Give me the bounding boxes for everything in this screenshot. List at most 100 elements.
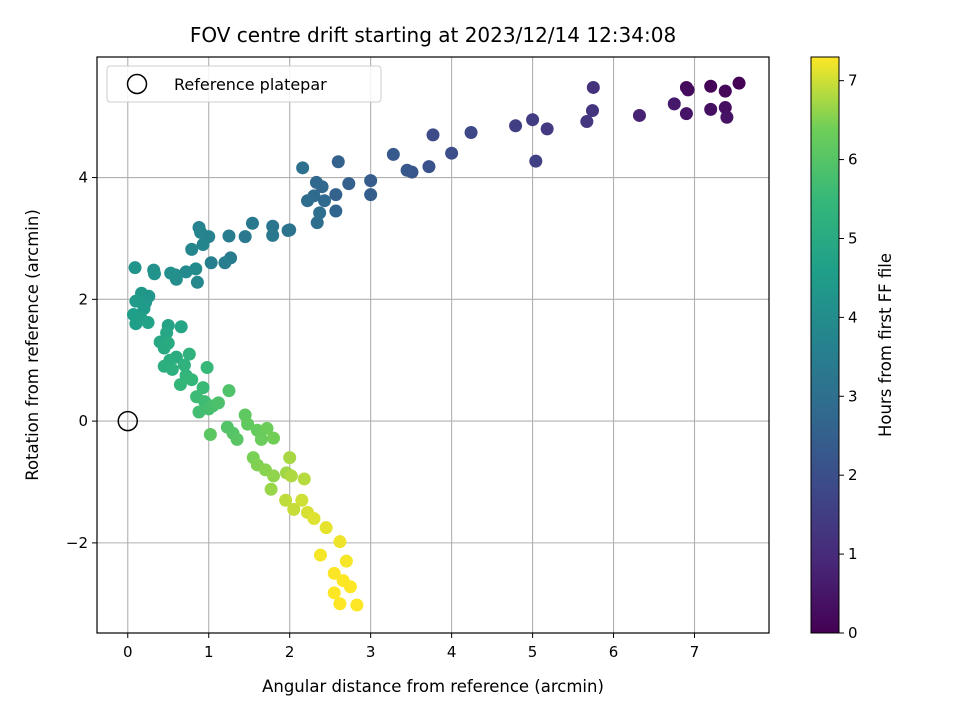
scatter-point (161, 336, 175, 350)
colorbar-gradient (810, 56, 840, 634)
scatter-point (310, 216, 324, 230)
scatter-point (681, 83, 695, 97)
scatter-point (343, 580, 357, 594)
colorbar-tick-label: 6 (848, 151, 858, 169)
scatter-point (264, 482, 278, 496)
scatter-point (704, 79, 718, 93)
scatter-point (364, 174, 378, 188)
x-tick-label: 6 (609, 643, 619, 661)
scatter-point (329, 204, 343, 218)
scatter-point (667, 97, 681, 111)
scatter-point (267, 469, 281, 483)
x-tick-label: 3 (366, 643, 376, 661)
y-axis-ticks: −2 0 2 4 (66, 169, 97, 552)
scatter-point (218, 256, 232, 270)
scatter-point (279, 493, 293, 507)
x-axis-ticks: 0 1 2 3 4 5 6 7 (123, 633, 699, 661)
scatter-point (222, 384, 236, 398)
scatter-point (333, 535, 347, 549)
scatter-point (509, 119, 523, 133)
scatter-point (307, 512, 321, 526)
scatter-point (339, 554, 353, 568)
colorbar-ticks: 0 1 2 3 4 5 6 7 (839, 72, 858, 642)
colorbar-tick-label: 3 (848, 387, 858, 405)
legend-label-reference: Reference platepar (174, 75, 327, 94)
colorbar-tick-label: 7 (848, 72, 858, 90)
scatter-point (704, 102, 718, 116)
scatter-point (165, 362, 179, 376)
scatter-point (185, 373, 199, 387)
scatter-point (580, 115, 594, 129)
scatter-point (222, 229, 236, 243)
scatter-point (679, 107, 693, 121)
grid (97, 57, 769, 633)
scatter-point (318, 194, 332, 208)
scatter-point (400, 163, 414, 177)
scatter-point (284, 469, 298, 483)
scatter-point (267, 431, 281, 445)
scatter-points (126, 76, 746, 612)
y-axis-label: Rotation from reference (arcmin) (23, 209, 42, 481)
scatter-point (287, 502, 301, 516)
scatter-point (296, 161, 310, 175)
scatter-point (174, 320, 188, 334)
scatter-point (331, 155, 345, 169)
scatter-point (177, 358, 191, 372)
scatter-point (585, 104, 599, 118)
scatter-point (238, 230, 252, 244)
scatter-point (718, 101, 732, 115)
scatter-point (128, 261, 142, 275)
scatter-point (464, 126, 478, 140)
chart-title: FOV centre drift starting at 2023/12/14 … (190, 23, 676, 47)
scatter-point (309, 175, 323, 189)
scatter-point (173, 378, 187, 392)
scatter-point (281, 224, 295, 238)
scatter-point (540, 122, 554, 136)
scatter-point (185, 242, 199, 256)
legend-marker-reference (126, 73, 148, 95)
colorbar-tick-label: 0 (848, 624, 858, 642)
scatter-point (313, 206, 327, 220)
scatter-point (445, 146, 459, 160)
scatter-point (196, 238, 210, 252)
y-tick-label: 0 (78, 412, 88, 430)
x-tick-label: 1 (204, 643, 214, 661)
y-tick-label: 4 (78, 169, 88, 187)
scatter-point (718, 84, 732, 98)
scatter-point (422, 160, 436, 174)
scatter-point (211, 396, 225, 410)
scatter-point (529, 154, 543, 168)
plot-frame (96, 56, 770, 634)
scatter-point (194, 225, 208, 239)
scatter-point (327, 566, 341, 580)
scatter-point (386, 147, 400, 161)
scatter-point (141, 315, 155, 329)
x-axis-label: Angular distance from reference (arcmin) (262, 677, 604, 696)
scatter-point (632, 108, 646, 122)
scatter-point (350, 598, 364, 612)
reference-point-marker (117, 410, 139, 432)
scatter-point (283, 451, 297, 465)
colorbar-label: Hours from first FF file (876, 253, 895, 437)
colorbar-tick-label: 1 (848, 545, 858, 563)
scatter-point (333, 597, 347, 611)
scatter-point (342, 177, 356, 191)
x-tick-label: 5 (528, 643, 538, 661)
scatter-point (586, 80, 600, 94)
scatter-point (190, 275, 204, 289)
scatter-point (364, 188, 378, 202)
scatter-point (720, 110, 734, 124)
scatter-point (245, 216, 259, 230)
x-tick-label: 2 (285, 643, 295, 661)
y-tick-label: 2 (78, 290, 88, 308)
x-tick-label: 4 (447, 643, 457, 661)
scatter-point (426, 128, 440, 142)
scatter-point (260, 421, 274, 435)
scatter-point (301, 194, 315, 208)
scatter-point (254, 432, 268, 446)
scatter-point (319, 521, 333, 535)
scatter-point (327, 586, 341, 600)
scatter-point (203, 428, 217, 442)
x-tick-label: 0 (123, 643, 133, 661)
scatter-point (266, 228, 280, 242)
